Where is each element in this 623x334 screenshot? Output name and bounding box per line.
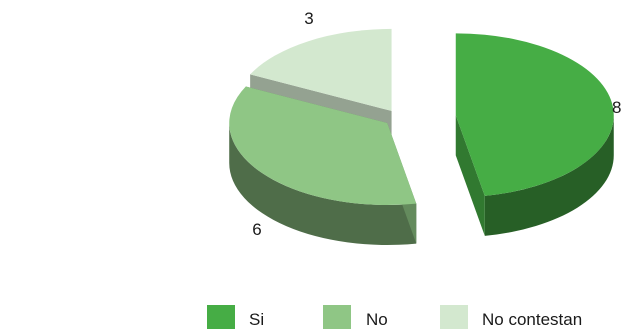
slice-si <box>455 33 614 196</box>
pie-slices <box>229 28 614 246</box>
slice-no-contestan <box>250 28 392 111</box>
legend-swatch-no-contestan <box>440 305 468 329</box>
legend-swatch-no <box>323 305 351 329</box>
slice-side-si <box>484 115 614 236</box>
legend-label-no: No <box>366 310 388 329</box>
slice-no <box>229 86 417 206</box>
data-label-no-contestan: 3 <box>304 9 313 28</box>
data-label-si: 8 <box>612 98 621 117</box>
legend-label-no-contestan: No contestan <box>482 310 582 329</box>
legend-swatch-si <box>207 305 235 329</box>
legend: Si No No contestan <box>207 305 582 329</box>
legend-label-si: Si <box>249 310 264 329</box>
slice-face-si-1 <box>455 115 485 236</box>
slice-side-no <box>229 123 417 246</box>
data-label-no: 6 <box>252 220 261 239</box>
